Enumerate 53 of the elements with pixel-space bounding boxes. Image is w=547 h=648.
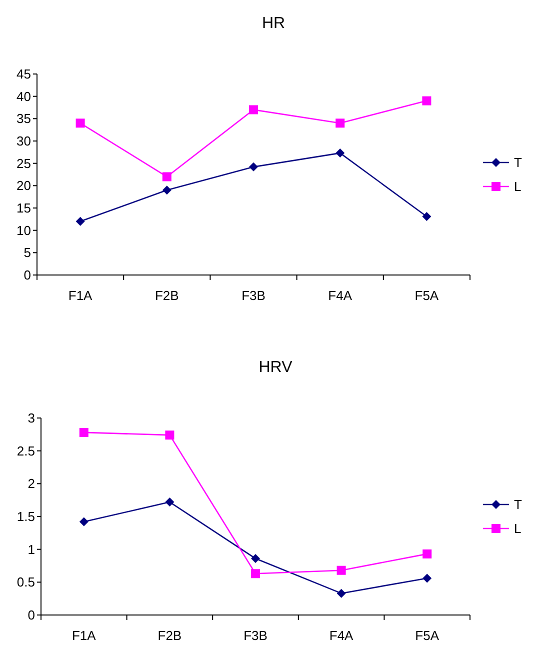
- chart-title: HR: [262, 15, 286, 32]
- x-tick-label: F3B: [244, 628, 268, 643]
- y-tick-label: 10: [16, 222, 31, 238]
- y-tick-label: 40: [16, 88, 31, 104]
- point: [76, 118, 85, 128]
- legend-label: L: [514, 521, 522, 536]
- x-tick-label: F2B: [158, 628, 182, 643]
- point: [249, 162, 258, 172]
- point: [249, 105, 258, 114]
- point: [422, 212, 432, 221]
- y-tick-label: 15: [16, 200, 31, 216]
- point: [336, 588, 346, 598]
- point: [162, 186, 172, 195]
- point: [422, 549, 432, 558]
- point: [336, 118, 345, 128]
- y-tick-label: 5: [24, 245, 31, 260]
- x-tick-label: F1A: [68, 288, 93, 303]
- chart-title: HRV: [258, 359, 293, 376]
- point: [165, 430, 174, 440]
- legend-label: T: [514, 155, 522, 170]
- y-tick-label: 45: [16, 66, 31, 82]
- x-tick-label: F5A: [414, 288, 439, 303]
- y-tick-label: 0.5: [16, 574, 35, 590]
- y-tick-label: 35: [16, 111, 31, 126]
- x-tick-label: F1A: [72, 628, 96, 643]
- legend-label: T: [514, 497, 522, 512]
- y-tick-label: 1.5: [16, 509, 35, 524]
- point: [165, 498, 174, 507]
- x-tick-label: F4A: [328, 288, 352, 303]
- point: [76, 216, 85, 226]
- point: [251, 554, 260, 564]
- point: [162, 172, 172, 182]
- point: [336, 148, 345, 158]
- point: [422, 96, 432, 106]
- y-tick-label: 3: [28, 410, 35, 426]
- y-tick-label: 2: [28, 476, 35, 492]
- y-tick-label: 2.5: [16, 443, 35, 458]
- y-tick-label: 0: [24, 268, 31, 283]
- x-tick-label: F3B: [242, 288, 266, 303]
- point: [336, 566, 346, 575]
- point: [422, 574, 432, 583]
- x-tick-label: F2B: [154, 288, 179, 303]
- legend-label: L: [514, 179, 522, 194]
- y-tick-label: 20: [16, 178, 31, 194]
- x-tick-label: F5A: [415, 628, 440, 643]
- y-tick-label: 30: [16, 134, 31, 149]
- y-tick-label: 25: [16, 156, 31, 171]
- point: [79, 517, 88, 526]
- y-tick-label: 0: [28, 608, 35, 623]
- point: [251, 569, 260, 578]
- y-tick-label: 1: [28, 542, 35, 557]
- point: [79, 428, 88, 437]
- x-tick-label: F4A: [329, 628, 354, 643]
